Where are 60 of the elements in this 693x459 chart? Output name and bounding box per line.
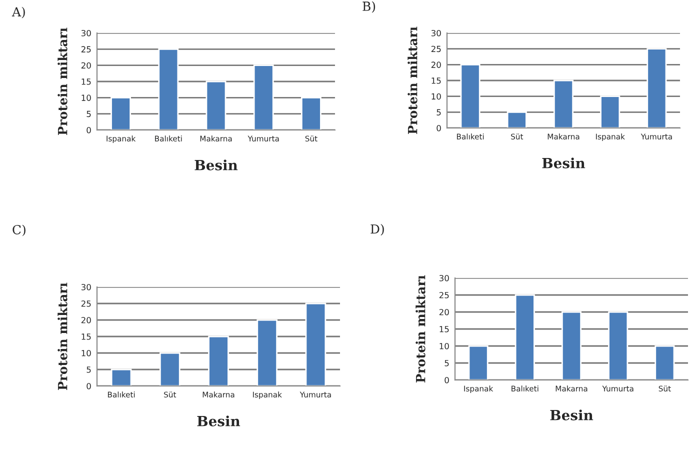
- bar: [600, 96, 620, 128]
- y-tick-label: 25: [81, 46, 91, 52]
- bar: [506, 111, 527, 128]
- chart-title: D): [370, 224, 384, 236]
- y-axis-title: Protein miktarı: [416, 275, 426, 382]
- y-tick-label: 30: [81, 30, 91, 36]
- y-tick-label: 15: [82, 334, 91, 340]
- bar: [561, 311, 582, 380]
- y-tick-label: 25: [81, 300, 91, 307]
- bar: [305, 302, 326, 386]
- y-tick-label: 30: [81, 284, 91, 290]
- y-tick-label: 25: [439, 292, 449, 298]
- y-tick-label: 30: [431, 30, 441, 36]
- chart-title: B): [362, 1, 376, 13]
- y-tick-label: 20: [431, 62, 441, 68]
- y-axis-title: Protein miktarı: [408, 26, 418, 134]
- bar: [300, 96, 322, 130]
- y-tick-label: 0: [436, 124, 441, 132]
- x-axis-title: Besin: [550, 410, 594, 420]
- y-axis-title: Protein miktarı: [58, 282, 68, 390]
- y-tick-label: 15: [440, 326, 449, 332]
- y-tick-label: 5: [444, 360, 449, 366]
- bar: [158, 48, 179, 130]
- y-tick-label: 20: [81, 62, 91, 69]
- bar: [608, 311, 628, 380]
- y-tick-label: 10: [82, 350, 91, 356]
- bar: [206, 80, 226, 130]
- y-axis-title: Protein miktarı: [58, 28, 68, 135]
- y-tick-label: 0: [444, 376, 449, 384]
- y-tick-label: 15: [82, 78, 91, 85]
- y-tick-label: 10: [432, 93, 441, 100]
- y-tick-label: 25: [431, 46, 441, 52]
- bar: [253, 64, 274, 130]
- bar: [110, 368, 132, 386]
- bar: [468, 345, 488, 380]
- x-axis-title: Besin: [542, 158, 586, 168]
- bar: [553, 80, 574, 128]
- bar: [110, 96, 132, 130]
- y-tick-label: 30: [439, 274, 449, 282]
- y-tick-label: 20: [439, 308, 449, 316]
- y-tick-label: 0: [86, 126, 91, 134]
- y-tick-label: 5: [86, 366, 91, 373]
- y-tick-label: 5: [436, 109, 441, 116]
- y-tick-label: 20: [81, 316, 91, 324]
- y-tick-label: 0: [86, 382, 91, 390]
- chart-title: A): [12, 6, 25, 18]
- bar: [256, 319, 278, 386]
- x-axis-title: Besin: [197, 416, 240, 426]
- y-tick-label: 10: [440, 342, 449, 350]
- y-tick-label: 15: [432, 78, 441, 84]
- y-tick-label: 10: [82, 94, 91, 101]
- y-tick-label: 5: [86, 110, 91, 118]
- x-axis-title: Besin: [194, 160, 238, 170]
- bar: [208, 336, 229, 386]
- bar: [646, 48, 667, 128]
- bar: [514, 294, 535, 380]
- bar: [460, 64, 480, 128]
- bar: [654, 345, 675, 380]
- chart-title: C): [12, 224, 26, 236]
- bar: [159, 352, 180, 386]
